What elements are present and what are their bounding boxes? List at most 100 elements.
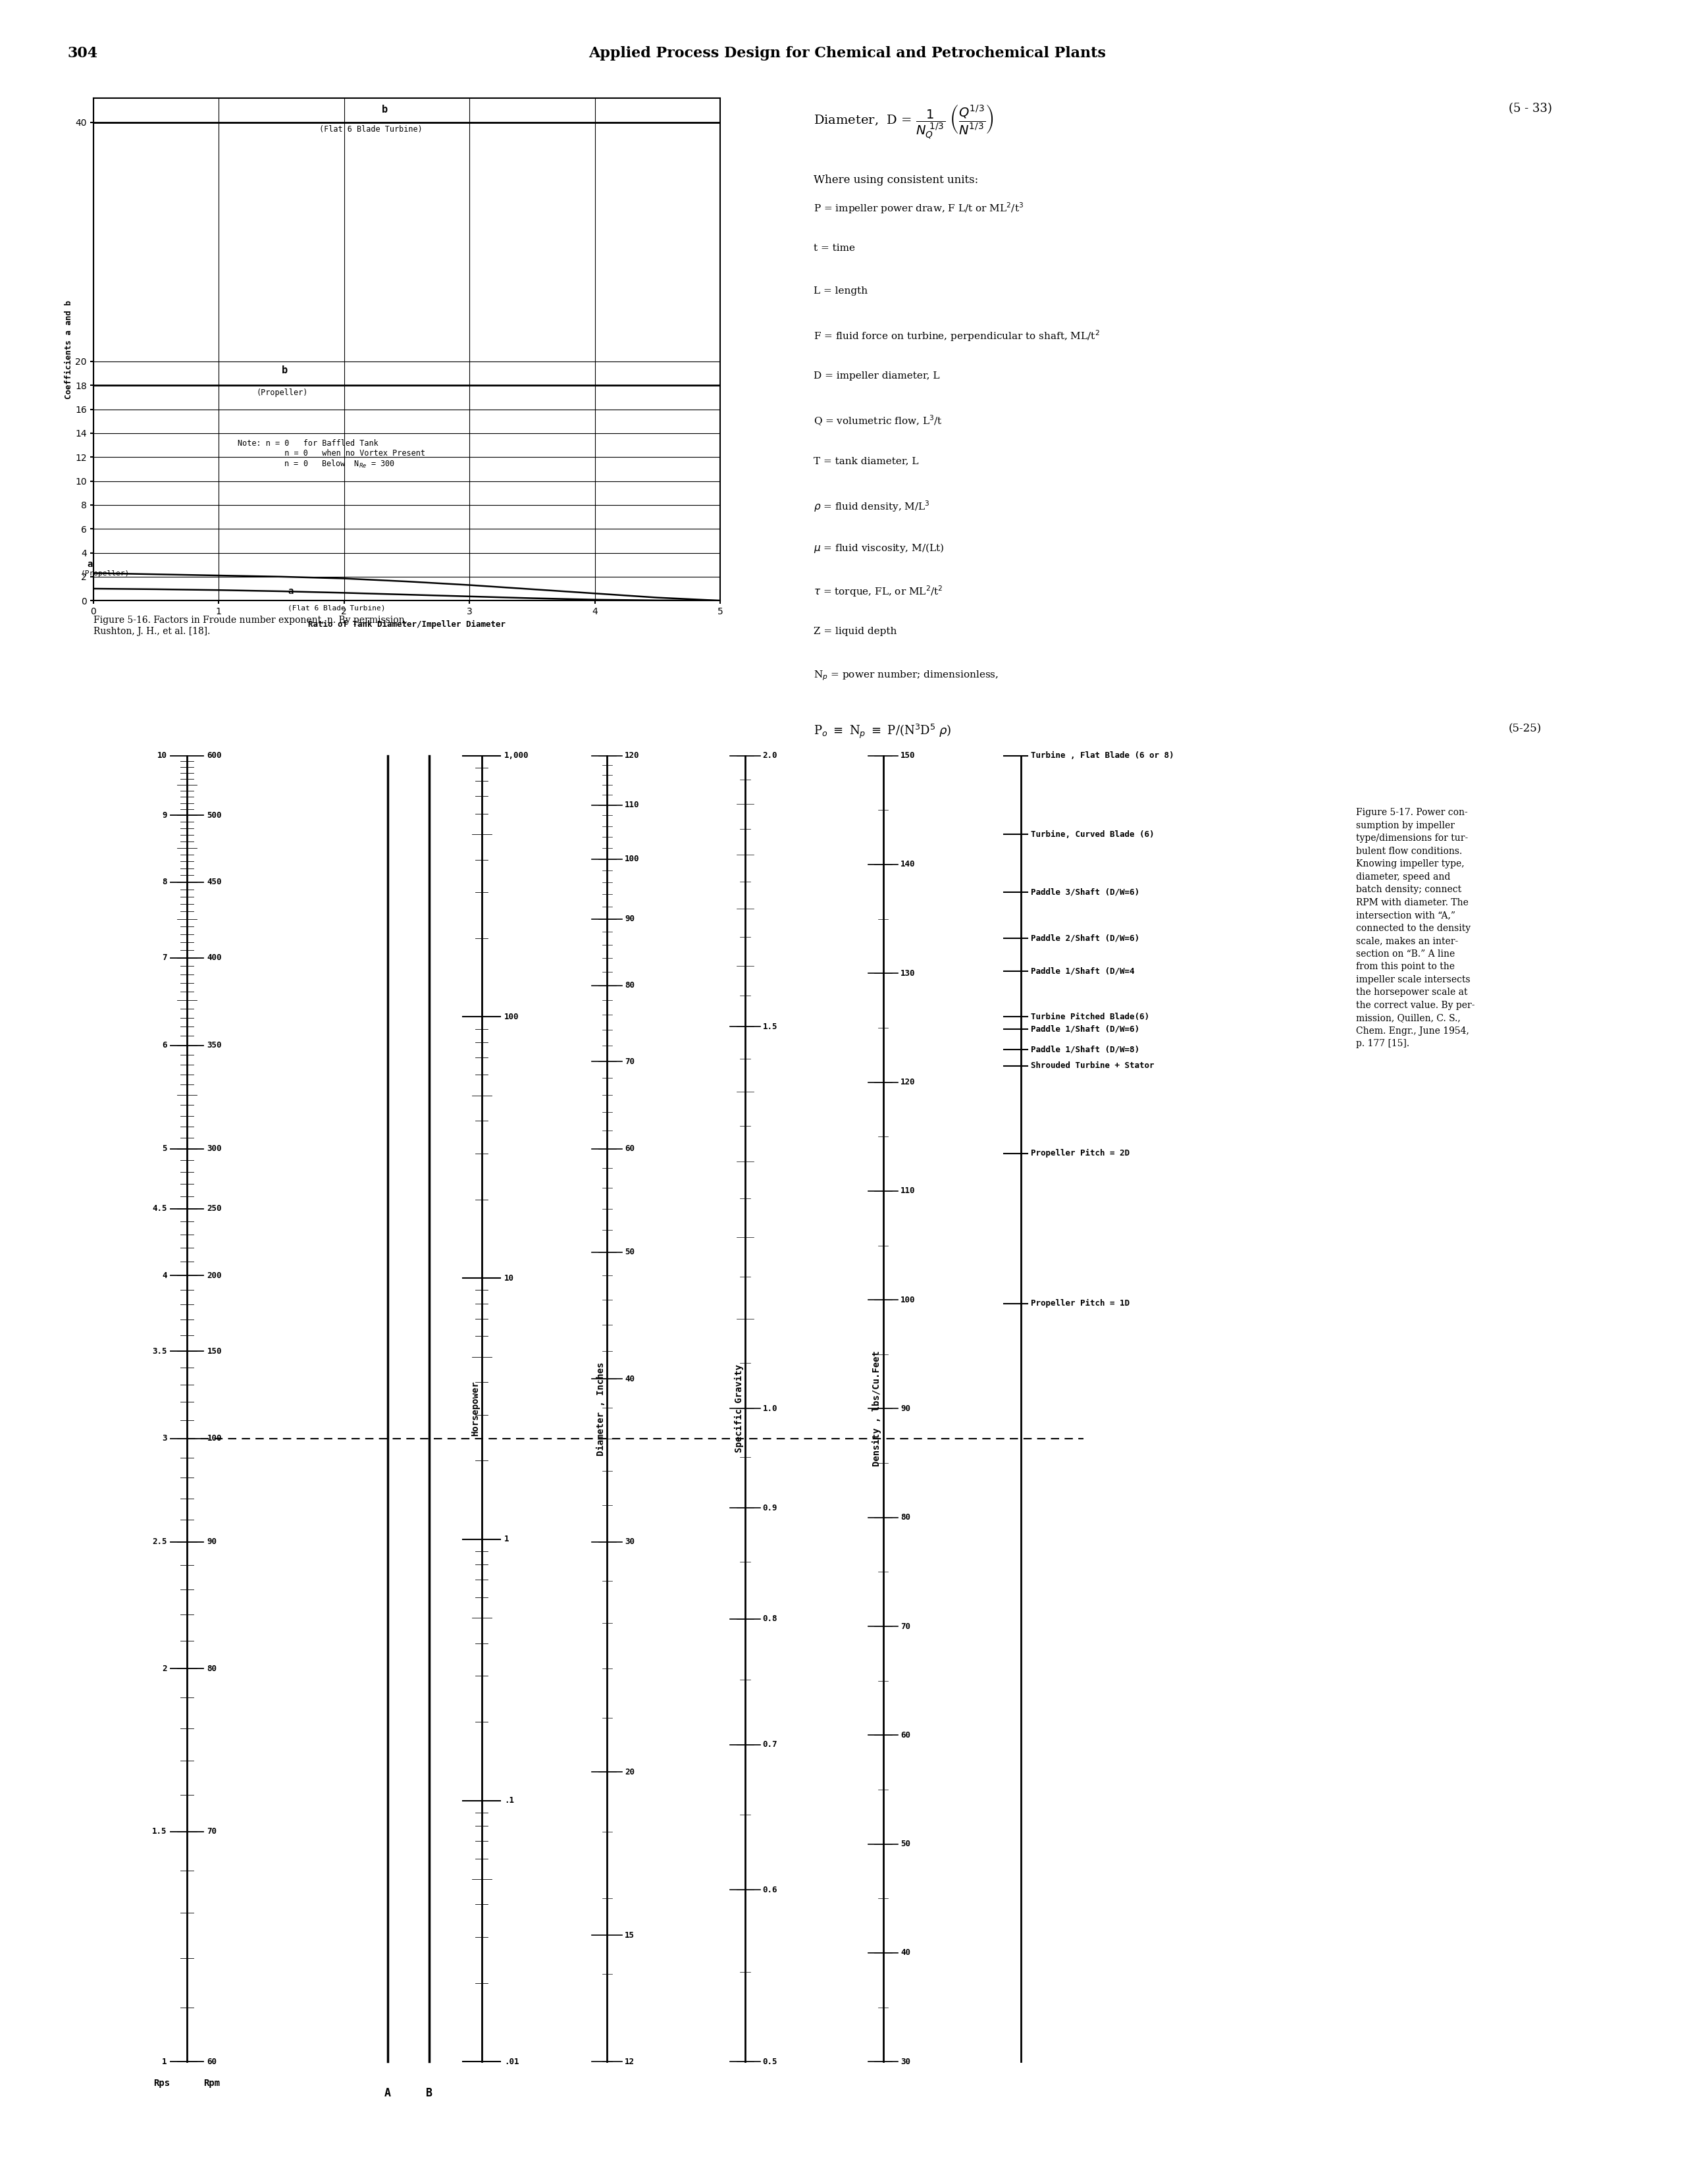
Text: Paddle 1/Shaft (D/W=8): Paddle 1/Shaft (D/W=8) (1031, 1046, 1139, 1055)
Text: 60: 60 (900, 1732, 910, 1738)
Text: 70: 70 (900, 1623, 910, 1631)
Text: a: a (288, 587, 293, 596)
Text: Rps: Rps (154, 2079, 170, 2088)
Text: (Flat 6 Blade Turbine): (Flat 6 Blade Turbine) (288, 605, 385, 612)
Text: 3: 3 (163, 1435, 166, 1444)
Text: (Flat 6 Blade Turbine): (Flat 6 Blade Turbine) (319, 124, 422, 133)
Text: Diameter , Inches: Diameter , Inches (597, 1363, 605, 1455)
Text: 2.0: 2.0 (763, 751, 778, 760)
Text: 40: 40 (625, 1374, 634, 1382)
Text: 1.5: 1.5 (763, 1022, 778, 1031)
Text: b: b (381, 105, 388, 114)
Text: 0.8: 0.8 (763, 1614, 778, 1623)
Text: 10: 10 (158, 751, 166, 760)
Text: 80: 80 (625, 981, 634, 989)
Text: Turbine, Curved Blade (6): Turbine, Curved Blade (6) (1031, 830, 1154, 839)
Y-axis label: Coefficients a and b: Coefficients a and b (64, 299, 73, 400)
Text: Shrouded Turbine + Stator: Shrouded Turbine + Stator (1031, 1061, 1154, 1070)
Text: 120: 120 (900, 1079, 915, 1085)
Text: 80: 80 (207, 1664, 217, 1673)
Text: 8: 8 (163, 878, 166, 887)
Text: Propeller Pitch = 1D: Propeller Pitch = 1D (1031, 1299, 1131, 1308)
Text: 5: 5 (163, 1144, 166, 1153)
Text: (5-25): (5-25) (1509, 723, 1542, 734)
Text: 400: 400 (207, 954, 222, 963)
Text: 0.9: 0.9 (763, 1503, 778, 1511)
Text: (5 - 33): (5 - 33) (1509, 103, 1553, 114)
Text: Z = liquid depth: Z = liquid depth (814, 627, 897, 636)
Text: P = impeller power draw, F L/t or ML$^2$/t$^3$: P = impeller power draw, F L/t or ML$^2$… (814, 201, 1024, 216)
Text: 12: 12 (625, 2057, 634, 2066)
Text: 3.5: 3.5 (153, 1348, 166, 1356)
Text: A: A (385, 2088, 392, 2099)
Text: 100: 100 (625, 854, 639, 863)
Text: 300: 300 (207, 1144, 222, 1153)
Text: 450: 450 (207, 878, 222, 887)
Text: 250: 250 (207, 1203, 222, 1212)
Text: 90: 90 (207, 1538, 217, 1546)
Text: Q = volumetric flow, L$^3$/t: Q = volumetric flow, L$^3$/t (814, 415, 942, 428)
Text: 2.5: 2.5 (153, 1538, 166, 1546)
Text: Diameter,  D = $\dfrac{1}{N_Q^{\ 1/3}}$ $\left(\dfrac{Q^{1/3}}{N^{1/3}}\right)$: Diameter, D = $\dfrac{1}{N_Q^{\ 1/3}}$ $… (814, 103, 993, 140)
Text: 0.5: 0.5 (763, 2057, 778, 2066)
Text: Paddle 3/Shaft (D/W=6): Paddle 3/Shaft (D/W=6) (1031, 889, 1139, 895)
Text: 90: 90 (625, 915, 634, 924)
Text: $\rho$ = fluid density, M/L$^3$: $\rho$ = fluid density, M/L$^3$ (814, 498, 931, 513)
Text: Specific Gravity: Specific Gravity (734, 1365, 744, 1452)
Text: 60: 60 (625, 1144, 634, 1153)
Text: 1.5: 1.5 (153, 1828, 166, 1837)
Text: 110: 110 (625, 802, 639, 810)
Text: 1,000: 1,000 (505, 751, 529, 760)
Text: 150: 150 (900, 751, 915, 760)
Text: 130: 130 (900, 970, 915, 978)
Text: 1.0: 1.0 (763, 1404, 778, 1413)
Text: 120: 120 (625, 751, 639, 760)
Text: 30: 30 (625, 1538, 634, 1546)
Text: 15: 15 (625, 1931, 634, 1939)
Text: (Propeller): (Propeller) (81, 570, 129, 577)
Text: 20: 20 (625, 1767, 634, 1776)
Text: Paddle 1/Shaft (D/W=4: Paddle 1/Shaft (D/W=4 (1031, 968, 1134, 974)
Text: 100: 100 (505, 1013, 519, 1022)
Text: .1: .1 (505, 1795, 514, 1804)
Text: $\tau$ = torque, FL, or ML$^2$/t$^2$: $\tau$ = torque, FL, or ML$^2$/t$^2$ (814, 583, 942, 598)
Text: Turbine , Flat Blade (6 or 8): Turbine , Flat Blade (6 or 8) (1031, 751, 1175, 760)
Text: 4: 4 (163, 1271, 166, 1280)
Text: 350: 350 (207, 1042, 222, 1051)
Text: 500: 500 (207, 810, 222, 819)
Text: T = tank diameter, L: T = tank diameter, L (814, 456, 919, 465)
Text: (Propeller): (Propeller) (256, 389, 308, 397)
Text: Turbine Pitched Blade(6): Turbine Pitched Blade(6) (1031, 1013, 1149, 1022)
Text: Horsepower: Horsepower (471, 1380, 480, 1437)
Text: Where using consistent units:: Where using consistent units: (814, 175, 978, 186)
Text: 110: 110 (900, 1186, 915, 1195)
Text: 50: 50 (625, 1247, 634, 1256)
Text: 40: 40 (900, 1948, 910, 1957)
Text: 0.6: 0.6 (763, 1885, 778, 1894)
Text: 60: 60 (207, 2057, 217, 2066)
Text: 100: 100 (900, 1295, 915, 1304)
Text: N$_p$ = power number; dimensionless,: N$_p$ = power number; dimensionless, (814, 668, 998, 681)
Text: $\mu$ = fluid viscosity, M/(Lt): $\mu$ = fluid viscosity, M/(Lt) (814, 542, 944, 555)
Text: 9: 9 (163, 810, 166, 819)
Text: .01: .01 (505, 2057, 519, 2066)
Text: 70: 70 (207, 1828, 217, 1837)
Text: 4.5: 4.5 (153, 1203, 166, 1212)
Text: Density , lbs/Cu.Feet: Density , lbs/Cu.Feet (873, 1350, 881, 1468)
Text: Applied Process Design for Chemical and Petrochemical Plants: Applied Process Design for Chemical and … (588, 46, 1107, 61)
Text: 10: 10 (505, 1273, 514, 1282)
Text: 140: 140 (900, 860, 915, 869)
Text: 0.7: 0.7 (763, 1741, 778, 1749)
Text: 1: 1 (505, 1535, 508, 1544)
Text: D = impeller diameter, L: D = impeller diameter, L (814, 371, 939, 380)
Text: 100: 100 (207, 1435, 222, 1444)
Text: Figure 5-16. Factors in Froude number exponent, n. By permission,
Rushton, J. H.: Figure 5-16. Factors in Froude number ex… (93, 616, 407, 636)
Text: Paddle 1/Shaft (D/W=6): Paddle 1/Shaft (D/W=6) (1031, 1024, 1139, 1033)
Text: Propeller Pitch = 2D: Propeller Pitch = 2D (1031, 1149, 1131, 1158)
Text: 30: 30 (900, 2057, 910, 2066)
Text: 150: 150 (207, 1348, 222, 1356)
Text: 70: 70 (625, 1057, 634, 1066)
Text: 80: 80 (900, 1514, 910, 1522)
X-axis label: Ratio of Tank Diameter/Impeller Diameter: Ratio of Tank Diameter/Impeller Diameter (308, 620, 505, 629)
Text: Rpm: Rpm (203, 2079, 220, 2088)
